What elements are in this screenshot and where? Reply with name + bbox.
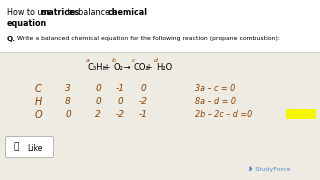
Text: 0: 0 bbox=[117, 97, 123, 106]
Text: 3: 3 bbox=[65, 84, 71, 93]
Text: Like: Like bbox=[27, 144, 42, 153]
Text: →: → bbox=[121, 63, 133, 72]
Text: CO₂: CO₂ bbox=[133, 63, 149, 72]
Text: d: d bbox=[154, 58, 158, 63]
Text: 0: 0 bbox=[65, 110, 71, 119]
FancyBboxPatch shape bbox=[286, 109, 316, 119]
Text: -2: -2 bbox=[116, 110, 124, 119]
Text: -1: -1 bbox=[139, 110, 148, 119]
Text: 0: 0 bbox=[95, 84, 101, 93]
Text: b: b bbox=[112, 58, 116, 63]
Text: O: O bbox=[34, 110, 42, 120]
Text: 2b – 2c – d =0: 2b – 2c – d =0 bbox=[195, 110, 252, 119]
FancyBboxPatch shape bbox=[5, 136, 53, 158]
Text: 2: 2 bbox=[95, 110, 101, 119]
Text: H₂O: H₂O bbox=[156, 63, 172, 72]
Text: Write a balanced chemical equation for the following reaction (propane combustio: Write a balanced chemical equation for t… bbox=[17, 36, 280, 41]
Text: 3a – c = 0: 3a – c = 0 bbox=[195, 84, 235, 93]
Text: C: C bbox=[35, 84, 41, 94]
Text: chemical: chemical bbox=[108, 8, 148, 17]
Text: C₃H₈: C₃H₈ bbox=[87, 63, 106, 72]
Text: 👍: 👍 bbox=[14, 142, 20, 151]
Text: a: a bbox=[85, 58, 89, 63]
Text: H: H bbox=[34, 97, 42, 107]
Text: -1: -1 bbox=[116, 84, 124, 93]
Text: ❥ StudyForce: ❥ StudyForce bbox=[248, 166, 291, 172]
Text: 0: 0 bbox=[140, 84, 146, 93]
Text: equation: equation bbox=[7, 19, 47, 28]
Text: to balance a: to balance a bbox=[65, 8, 120, 17]
Text: +: + bbox=[101, 63, 113, 72]
Text: O₂: O₂ bbox=[114, 63, 124, 72]
Text: c: c bbox=[131, 58, 135, 63]
Text: Q.: Q. bbox=[7, 36, 16, 42]
Text: 0: 0 bbox=[95, 97, 101, 106]
Text: 8a – d = 0: 8a – d = 0 bbox=[195, 97, 236, 106]
Text: -2: -2 bbox=[139, 97, 148, 106]
Text: How to use: How to use bbox=[7, 8, 54, 17]
Text: 8: 8 bbox=[65, 97, 71, 106]
Text: matrices: matrices bbox=[41, 8, 80, 17]
FancyBboxPatch shape bbox=[0, 0, 320, 52]
Text: +: + bbox=[143, 63, 156, 72]
